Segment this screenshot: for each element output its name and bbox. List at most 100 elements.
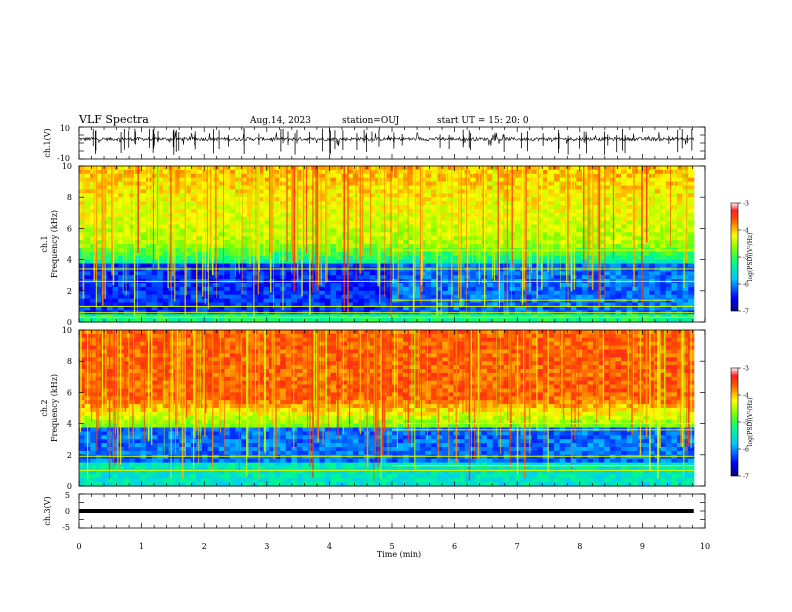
spectrogram-cell [308,181,315,187]
spectrogram-cell [246,302,253,307]
spectrogram-cell [542,263,550,268]
spectrogram-cell [174,275,181,280]
spectrogram-cell [229,166,237,171]
spectrogram-cell [598,173,605,179]
spectrogram-cell [324,263,332,268]
spectrogram-cell [391,173,399,179]
spectrogram-cell [179,286,186,292]
spectrogram-cell [665,166,672,171]
spectrogram-cell [358,220,365,226]
spectrogram-cell [112,224,119,229]
spectrogram-cell [263,263,270,268]
spectrogram-cell [79,263,86,268]
spectrogram-cell [162,259,170,265]
spectrogram-cell [369,259,376,265]
spectrogram-cell [179,271,186,276]
spectrogram-cell [224,290,231,296]
spectrogram-cell [151,271,158,276]
spectrogram-cell [559,224,566,229]
spectrogram-cell [157,236,164,241]
spectrogram-cell [336,286,343,292]
spectrogram-cell [431,271,438,276]
spectrogram-cell [319,302,326,307]
spectrogram-cell [174,314,181,319]
spectrogram-cell [559,205,566,210]
spectrogram-cell [129,286,136,292]
spectrogram-cell [140,189,147,194]
spectrogram-cell [257,212,265,218]
spectrogram-cell [665,189,672,194]
spectrogram-cell [179,314,186,319]
spectrogram-cell [207,298,214,304]
spectrogram-cell [218,263,225,268]
spectrogram-cell [269,294,276,300]
spectrogram-cell [391,220,399,226]
spectrogram-cell [224,259,231,265]
spectrogram-cell [431,166,438,171]
spectrogram-cell [419,302,427,307]
spectrogram-cell [313,298,320,304]
spectrogram-cell [537,166,544,171]
spectrogram-cell [162,224,170,229]
spectrogram-cell [682,283,689,288]
spectrogram-cell [241,255,248,261]
spectrogram-cell [492,208,499,214]
spectrogram-cell [118,177,125,183]
spectrogram-cell [598,197,605,202]
spectrogram-cell [229,259,237,265]
spectrogram-cell [604,314,611,319]
spectrogram-cell [403,220,410,226]
spectrogram-cell [526,185,533,190]
spectrogram-cell [514,271,522,276]
spectrogram-cell [581,193,589,198]
spectrogram-cell [414,286,421,292]
spectrogram-cell [179,197,186,202]
spectrogram-cell [626,212,633,218]
spectrogram-cell [403,240,410,245]
spectrogram-cell [581,275,589,280]
spectrogram-cell [285,259,292,265]
spectrogram-cell [587,240,594,245]
spectrogram-cell [296,298,304,304]
spectrogram-cell [369,232,376,237]
spectrogram-cell [554,314,561,319]
spectrogram-cell [397,318,404,323]
spectrogram-cell [598,283,605,288]
spectrogram-cell [252,220,259,226]
spectrogram-cell [330,244,337,249]
spectrogram-cell [269,302,276,307]
spectrogram-cell [285,314,292,319]
spectrogram-cell [123,224,130,229]
spectrogram-cell [146,259,153,265]
spectrogram-cell [218,193,225,198]
spectrogram-cell [486,208,494,214]
spectrogram-cell [274,267,281,272]
spectrogram-cell [308,275,315,280]
spectrogram-cell [436,193,443,198]
spectrogram-cell [157,173,164,179]
spectrogram-cell [229,220,237,226]
spectrogram-cell [324,255,332,261]
spectrogram-cell [162,290,170,296]
spectrogram-cell [587,201,594,206]
spectrogram-cell [537,255,544,261]
ch1-spectrogram-channel-label: ch.1 [40,235,49,252]
spectrogram-cell [285,294,292,300]
spectrogram-cell [386,228,393,233]
spectrogram-cell [218,220,225,226]
spectrogram-cell [665,302,672,307]
spectrogram-cell [324,247,332,253]
spectrogram-cell [347,201,354,206]
spectrogram-cell [241,271,248,276]
spectrogram-cell [179,263,186,268]
spectrogram-cell [593,306,600,311]
spectrogram-cell [604,255,611,261]
spectrogram-cell [252,267,259,272]
ch1-colorbar-tick-labels: -3-4-5-6-7 [738,201,749,316]
spectrogram-cell [252,283,259,288]
spectrogram-cell [347,275,354,280]
spectrogram-cell [526,189,533,194]
spectrogram-cell [676,208,684,214]
spectrogram-cell [185,286,192,292]
spectrogram-cell [106,271,114,276]
